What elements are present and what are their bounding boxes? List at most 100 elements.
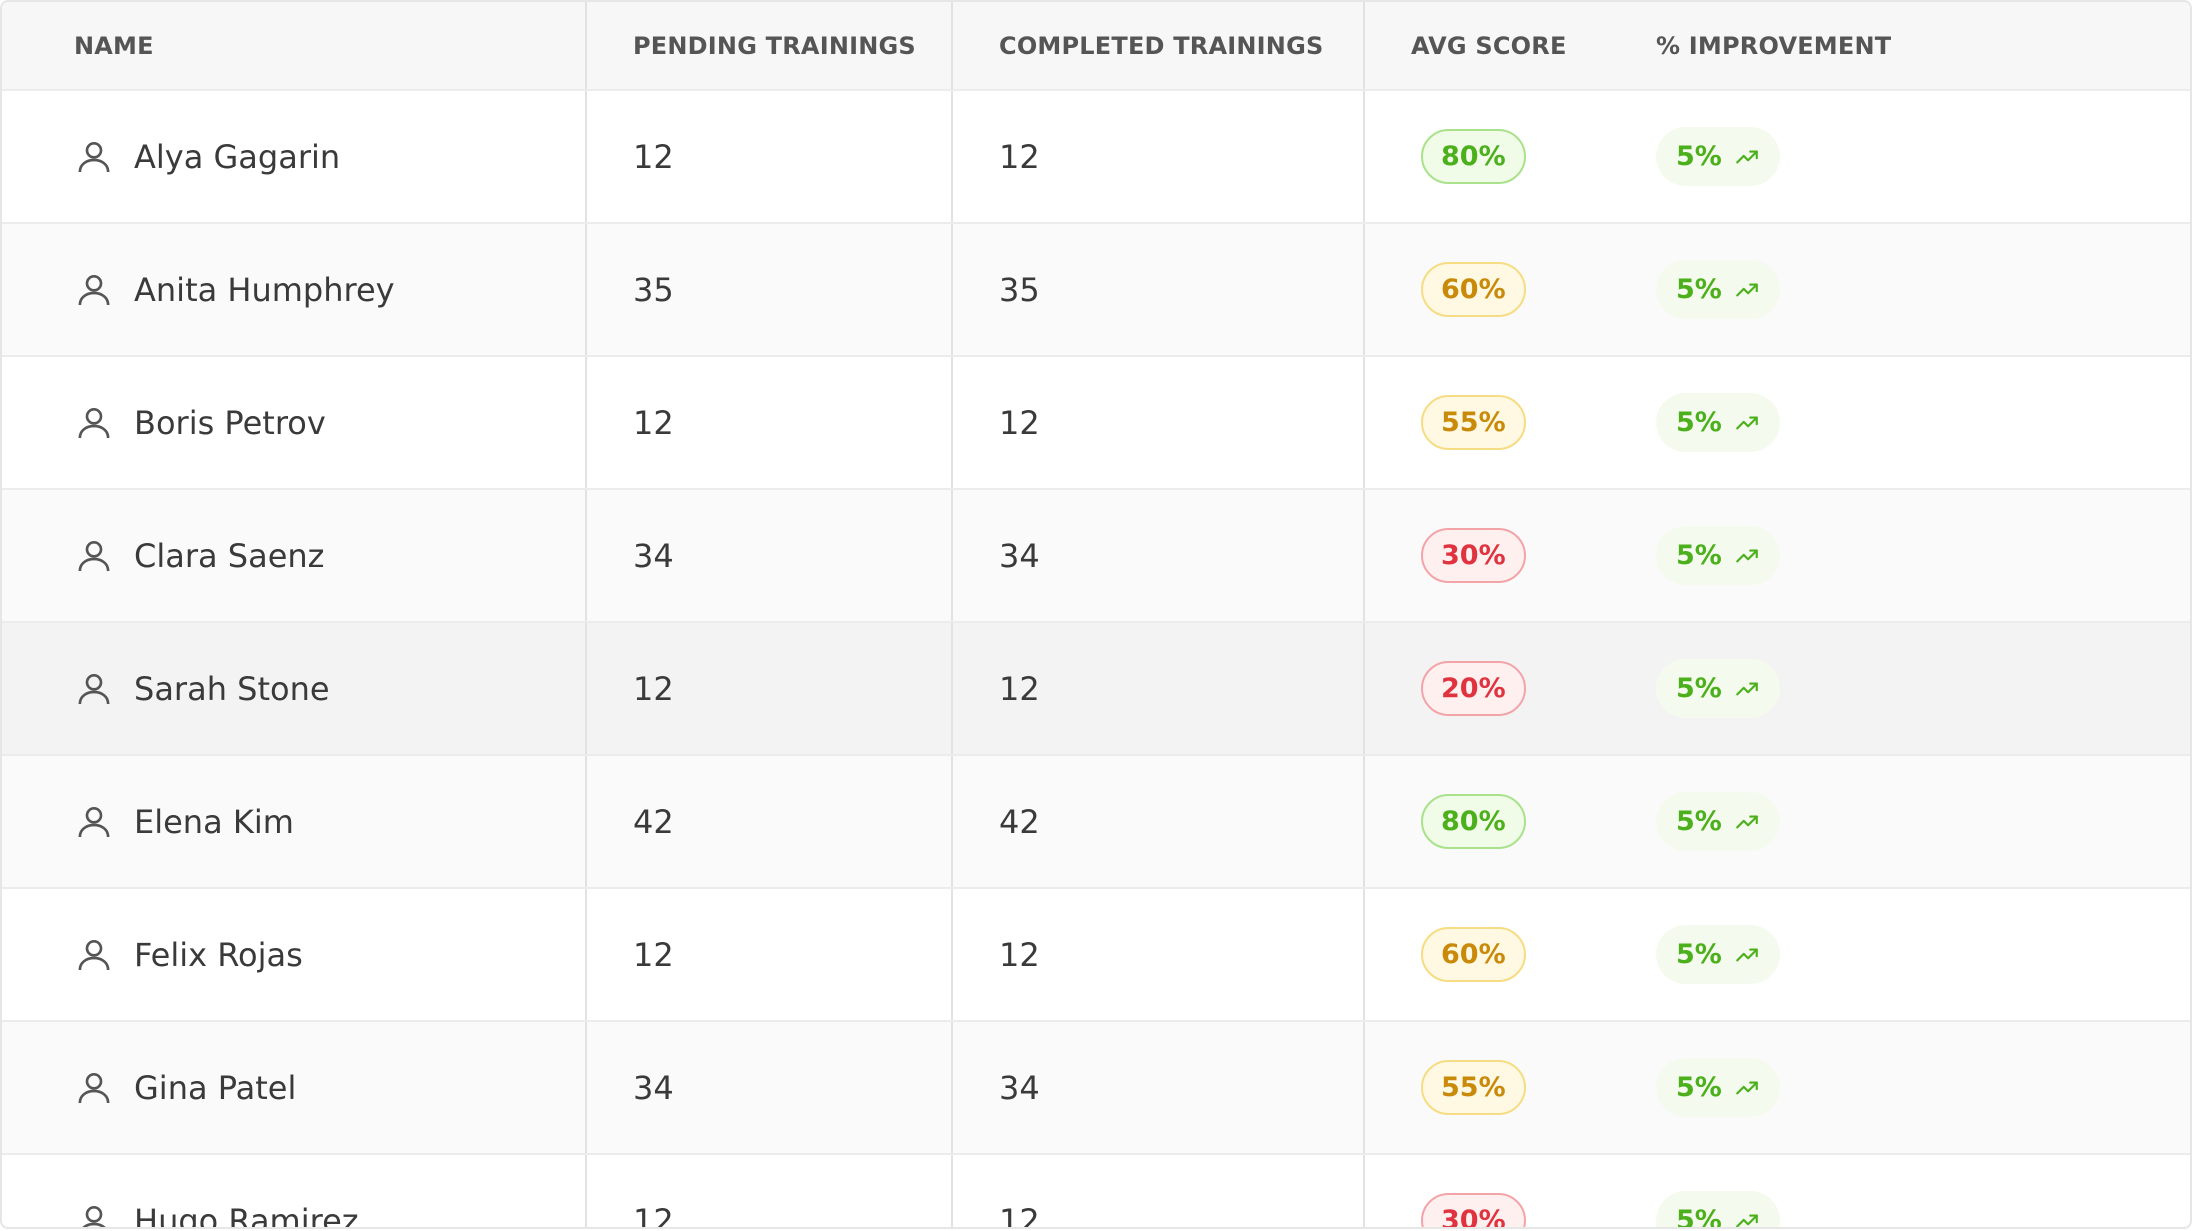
- pending-cell: 12: [587, 91, 953, 222]
- table-row[interactable]: Anita Humphrey 35 35 60% 5%: [2, 224, 2190, 357]
- table-row[interactable]: Alya Gagarin 12 12 80% 5%: [2, 91, 2190, 224]
- score-badge: 80%: [1421, 129, 1526, 184]
- header-row: NAME PENDING TRAININGS COMPLETED TRAININ…: [2, 2, 2190, 91]
- pending-cell: 35: [587, 224, 953, 355]
- improvement-pill: 5%: [1656, 526, 1780, 585]
- improvement-cell: 5%: [1620, 91, 2190, 222]
- name-cell: Clara Saenz: [2, 490, 587, 621]
- completed-cell: 34: [953, 1022, 1365, 1153]
- improvement-cell: 5%: [1620, 623, 2190, 754]
- user-icon: [78, 540, 110, 571]
- improvement-pill: 5%: [1656, 260, 1780, 319]
- improvement-value: 5%: [1676, 1205, 1722, 1229]
- improvement-cell: 5%: [1620, 756, 2190, 887]
- improvement-cell: 5%: [1620, 889, 2190, 1020]
- score-cell: 80%: [1365, 756, 1620, 887]
- improvement-pill: 5%: [1656, 659, 1780, 718]
- employee-name: Alya Gagarin: [134, 137, 341, 176]
- name-cell: Gina Patel: [2, 1022, 587, 1153]
- user-icon: [78, 407, 110, 438]
- pending-cell: 12: [587, 357, 953, 488]
- improvement-pill: 5%: [1656, 127, 1780, 186]
- table-row[interactable]: Elena Kim 42 42 80% 5%: [2, 756, 2190, 889]
- improvement-pill: 5%: [1656, 925, 1780, 984]
- improvement-value: 5%: [1676, 540, 1722, 571]
- pending-cell: 34: [587, 1022, 953, 1153]
- score-cell: 60%: [1365, 224, 1620, 355]
- trend-up-icon: [1736, 416, 1758, 429]
- employee-name: Felix Rojas: [134, 935, 303, 974]
- completed-cell: 12: [953, 889, 1365, 1020]
- improvement-pill: 5%: [1656, 1058, 1780, 1117]
- name-cell: Hugo Ramirez: [2, 1155, 587, 1229]
- improvement-cell: 5%: [1620, 1022, 2190, 1153]
- header-cell: AVG SCORE: [1411, 31, 1567, 60]
- score-badge: 80%: [1421, 794, 1526, 849]
- score-cell: 30%: [1365, 1155, 1620, 1227]
- user-icon: [78, 939, 110, 970]
- employee-name: Clara Saenz: [134, 536, 325, 575]
- score-cell: 55%: [1365, 1022, 1620, 1153]
- completed-cell: 12: [953, 623, 1365, 754]
- score-badge: 20%: [1421, 661, 1526, 716]
- improvement-pill: 5%: [1656, 1191, 1780, 1229]
- employee-name: Hugo Ramirez: [134, 1201, 359, 1229]
- improvement-value: 5%: [1676, 673, 1722, 704]
- score-badge: 30%: [1421, 1193, 1526, 1227]
- score-badge: 55%: [1421, 1060, 1526, 1115]
- table-row[interactable]: Hugo Ramirez 12 12 30% 5%: [2, 1155, 2190, 1229]
- trend-up-icon: [1736, 283, 1758, 296]
- score-badge: 60%: [1421, 927, 1526, 982]
- completed-cell: 34: [953, 490, 1365, 621]
- trend-up-icon: [1736, 948, 1758, 961]
- score-badge: 30%: [1421, 528, 1526, 583]
- score-cell: 60%: [1365, 889, 1620, 1020]
- pending-cell: 42: [587, 756, 953, 887]
- header-cell: PENDING TRAININGS: [587, 2, 953, 89]
- improvement-cell: 5%: [1620, 357, 2190, 488]
- trend-up-icon: [1736, 1214, 1758, 1227]
- table-row[interactable]: Clara Saenz 34 34 30% 5%: [2, 490, 2190, 623]
- user-icon: [81, 1205, 107, 1227]
- user-icon: [78, 141, 110, 172]
- table-row[interactable]: Sarah Stone 12 12 20% 5%: [2, 623, 2190, 756]
- name-cell: Alya Gagarin: [2, 91, 587, 222]
- table-row[interactable]: Boris Petrov 12 12 55% 5%: [2, 357, 2190, 490]
- name-cell: Felix Rojas: [2, 889, 587, 1020]
- header-cell: COMPLETED TRAININGS: [953, 2, 1365, 89]
- user-icon: [78, 673, 110, 704]
- trend-up-icon: [1736, 1081, 1758, 1094]
- employee-name: Boris Petrov: [134, 403, 326, 442]
- completed-cell: 35: [953, 224, 1365, 355]
- name-cell: Elena Kim: [2, 756, 587, 887]
- employee-name: Gina Patel: [134, 1068, 297, 1107]
- improvement-cell: 5%: [1620, 1155, 2190, 1229]
- name-cell: Anita Humphrey: [2, 224, 587, 355]
- trend-up-icon: [1736, 682, 1758, 695]
- user-icon: [78, 274, 110, 305]
- completed-cell: 12: [953, 1155, 1365, 1227]
- employee-name: Elena Kim: [134, 802, 294, 841]
- pending-cell: 34: [587, 490, 953, 621]
- completed-cell: 42: [953, 756, 1365, 887]
- improvement-value: 5%: [1676, 1072, 1722, 1103]
- improvement-cell: 5%: [1620, 224, 2190, 355]
- table-row[interactable]: Felix Rojas 12 12 60% 5%: [2, 889, 2190, 1022]
- improvement-value: 5%: [1676, 141, 1722, 172]
- name-cell: Boris Petrov: [2, 357, 587, 488]
- improvement-value: 5%: [1676, 939, 1722, 970]
- header-cell: % IMPROVEMENT: [1656, 31, 1892, 60]
- completed-cell: 12: [953, 91, 1365, 222]
- improvement-value: 5%: [1676, 407, 1722, 438]
- score-cell: 80%: [1365, 91, 1620, 222]
- header-cell: NAME: [2, 2, 587, 89]
- pending-cell: 12: [587, 623, 953, 754]
- improvement-cell: 5%: [1620, 490, 2190, 621]
- improvement-pill: 5%: [1656, 393, 1780, 452]
- table-row[interactable]: Gina Patel 34 34 55% 5%: [2, 1022, 2190, 1155]
- improvement-value: 5%: [1676, 806, 1722, 837]
- completed-cell: 12: [953, 357, 1365, 488]
- trend-up-icon: [1736, 815, 1758, 828]
- employee-name: Sarah Stone: [134, 669, 330, 708]
